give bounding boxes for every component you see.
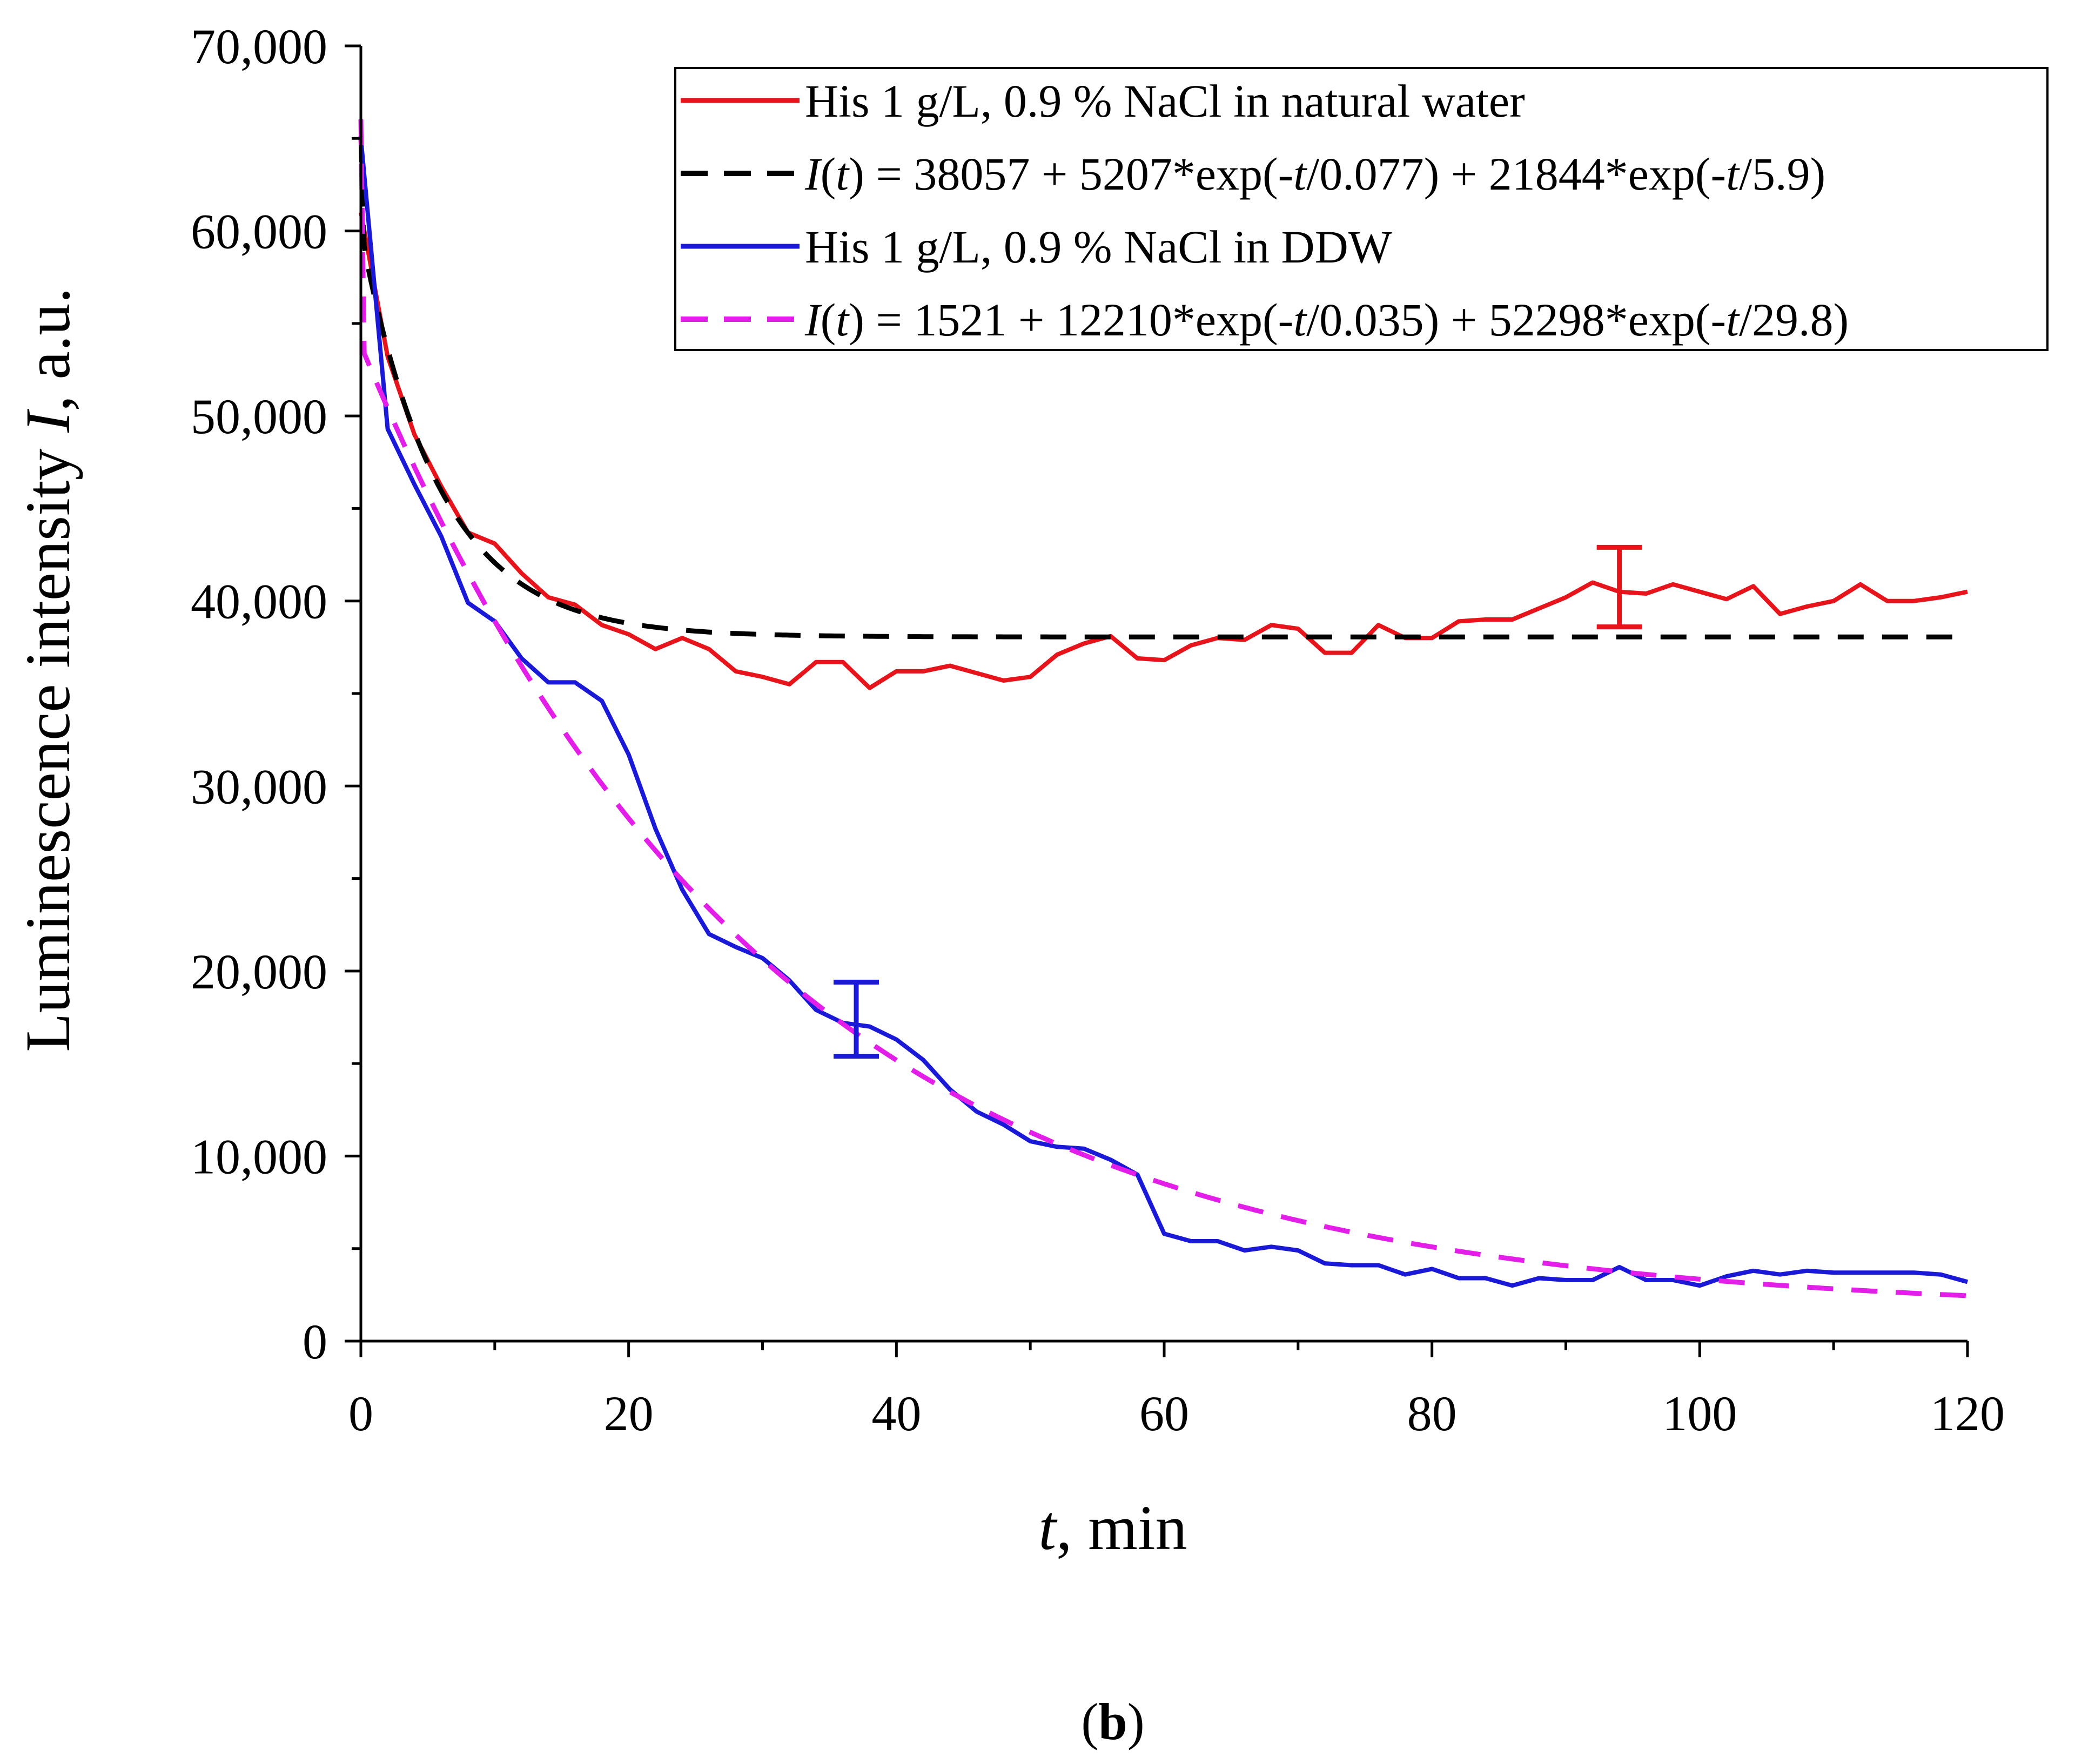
y-axis-title: Luminescence intensity I, a.u. <box>12 287 83 1052</box>
legend-label-2: His 1 g/L, 0.9 % NaCl in DDW <box>805 221 1392 273</box>
y-tick-label: 70,000 <box>191 19 327 74</box>
legend: His 1 g/L, 0.9 % NaCl in natural water I(… <box>674 67 2049 351</box>
legend-box <box>674 67 2049 351</box>
y-tick-label: 40,000 <box>191 574 327 629</box>
y-tick-label: 10,000 <box>191 1129 327 1184</box>
y-tick-label: 20,000 <box>191 944 327 999</box>
y-tick-label: 30,000 <box>191 759 327 814</box>
legend-label-0: His 1 g/L, 0.9 % NaCl in natural water <box>805 75 1525 127</box>
y-tick-label: 0 <box>303 1314 327 1369</box>
series-line-0 <box>359 212 1968 690</box>
plot-area <box>358 119 1969 1298</box>
x-tick-label: 0 <box>348 1386 373 1441</box>
x-tick-label: 40 <box>871 1386 921 1441</box>
x-tick-label: 80 <box>1407 1386 1457 1441</box>
series-line-2 <box>359 138 1969 1288</box>
x-tick-label: 20 <box>604 1386 654 1441</box>
legend-label-3: I(t) = 1521 + 12210*exp(-t/0.035) + 5229… <box>804 294 1849 346</box>
x-tick-label: 60 <box>1139 1386 1189 1441</box>
x-tick-label: 100 <box>1662 1386 1737 1441</box>
y-tick-label: 50,000 <box>191 389 327 444</box>
series-line-3 <box>358 119 1968 1298</box>
axes: 0 20 40 60 80 100 120 0 10,000 20,000 30,000 40,000… <box>191 19 2005 1441</box>
legend-label-1: I(t) = 38057 + 5207*exp(-t/0.077) + 2184… <box>804 148 1825 200</box>
x-axis-title: t, min <box>1038 1492 1187 1563</box>
y-tick-label: 60,000 <box>191 204 327 259</box>
x-tick-label: 120 <box>1930 1386 2005 1441</box>
figure-caption: (b) <box>1081 1693 1144 1750</box>
